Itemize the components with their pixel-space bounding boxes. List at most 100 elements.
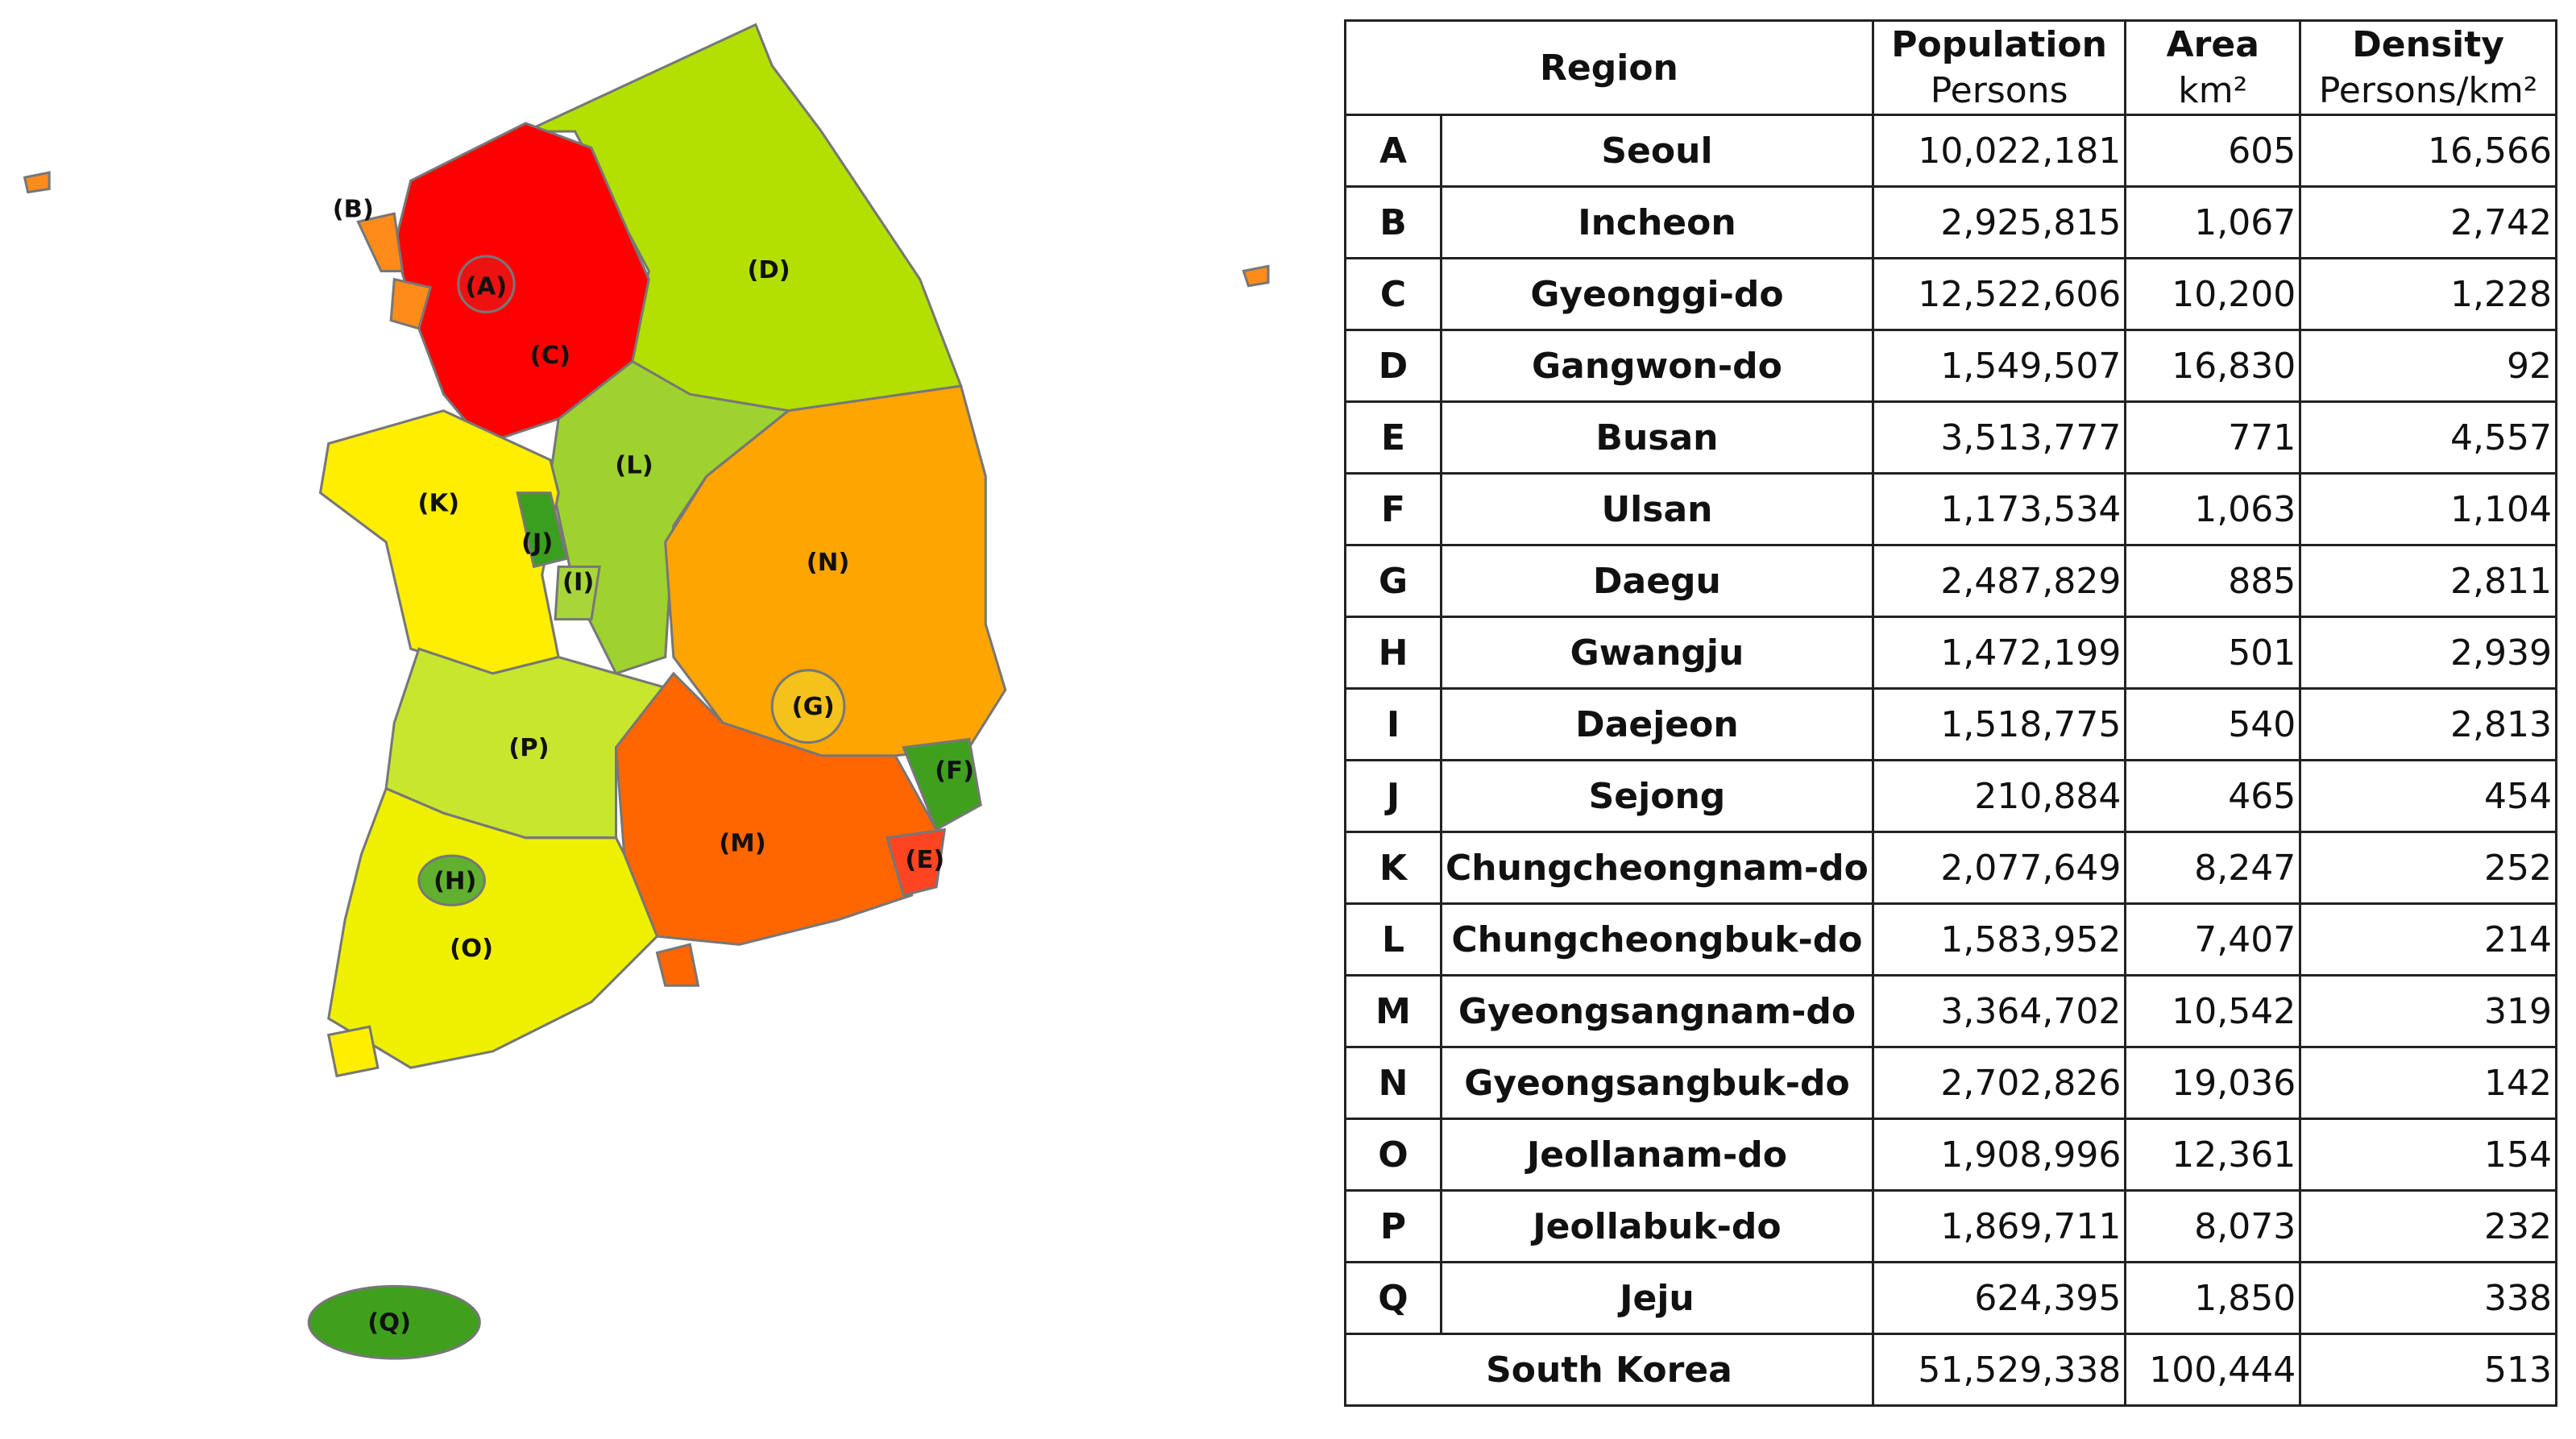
table-row: A Seoul 10,022,181 605 16,566 (1344, 114, 2557, 188)
table-cell: 2,811 (2299, 544, 2557, 618)
table-cell: 771 (2124, 400, 2302, 475)
table-cell: 2,702,826 (1871, 1046, 2127, 1120)
table-cell: 19,036 (2124, 1046, 2302, 1120)
region-label: (G) (792, 693, 835, 721)
table-cell: 2,925,815 (1871, 185, 2127, 259)
table-cell: 51,529,338 (1871, 1333, 2127, 1407)
table-cell: Jeju (1440, 1261, 1874, 1335)
table-row: F Ulsan 1,173,534 1,063 1,104 (1344, 472, 2557, 546)
table-cell: 2,939 (2299, 616, 2557, 690)
table-cell: 624,395 (1871, 1261, 2127, 1335)
table-cell: 92 (2299, 329, 2557, 403)
table-row: D Gangwon-do 1,549,507 16,830 92 (1344, 329, 2557, 403)
region-label: (F) (935, 757, 974, 786)
table-cell: 16,566 (2299, 114, 2557, 188)
region-label: (O) (450, 935, 493, 963)
table-cell: 885 (2124, 544, 2302, 618)
region-h (417, 854, 486, 906)
table-cell: Ulsan (1440, 472, 1874, 546)
region-label: (H) (433, 867, 477, 895)
region-label: (N) (807, 549, 850, 577)
table-cell: 513 (2299, 1333, 2557, 1407)
table-cell: Chungcheongbuk-do (1440, 902, 1874, 977)
region-e (885, 827, 947, 897)
region-label: (Q) (367, 1309, 411, 1337)
table-row: M Gyeongsangnam-do 3,364,702 10,542 319 (1344, 974, 2557, 1048)
table-cell: 501 (2124, 616, 2302, 690)
table-cell: 1,869,711 (1871, 1189, 2127, 1263)
table-row: J Sejong 210,884 465 454 (1344, 759, 2557, 833)
table-cell: 605 (2124, 114, 2302, 188)
table-cell: 1,518,775 (1871, 687, 2127, 761)
table-cell: 214 (2299, 902, 2557, 977)
table-cell: Seoul (1440, 114, 1874, 188)
island (655, 943, 700, 987)
table-cell: 338 (2299, 1261, 2557, 1335)
header-cell: Population (1871, 19, 2127, 67)
table-cell: 465 (2124, 759, 2302, 833)
table-cell: J (1344, 759, 1442, 833)
table-cell: 154 (2299, 1118, 2557, 1192)
table-cell: 3,513,777 (1871, 400, 2127, 475)
region-a (457, 255, 516, 313)
table-cell: Daejeon (1440, 687, 1874, 761)
table-cell: 540 (2124, 687, 2302, 761)
table-cell: 12,361 (2124, 1118, 2302, 1192)
table-cell: 1,067 (2124, 185, 2302, 259)
table-cell: Gangwon-do (1440, 329, 1874, 403)
region-label: (A) (466, 272, 508, 301)
table-row: C Gyeonggi-do 12,522,606 10,200 1,228 (1344, 257, 2557, 331)
region-label: (M) (719, 829, 765, 857)
table-cell: 454 (2299, 759, 2557, 833)
table-cell: 4,557 (2299, 400, 2557, 475)
table-cell: Sejong (1440, 759, 1874, 833)
table-cell: N (1344, 1046, 1442, 1120)
unit-cell: Persons/km² (2299, 67, 2557, 116)
table-cell: 8,073 (2124, 1189, 2302, 1263)
table-cell: Gyeongsangbuk-do (1440, 1046, 1874, 1120)
table-cell: 10,022,181 (1871, 114, 2127, 188)
region-o (327, 786, 659, 1069)
region-label: (D) (747, 256, 790, 284)
region-m (614, 671, 938, 946)
table-row: B Incheon 2,925,815 1,067 2,742 (1344, 185, 2557, 259)
table-cell: 10,200 (2124, 257, 2302, 331)
table-cell: Jeollanam-do (1440, 1118, 1874, 1192)
table-cell: Jeollabuk-do (1440, 1189, 1874, 1263)
table-cell: O (1344, 1118, 1442, 1192)
table-cell: K (1344, 831, 1442, 905)
table-cell: 142 (2299, 1046, 2557, 1120)
region-p (384, 647, 676, 840)
region-i (554, 565, 601, 621)
table-cell: 252 (2299, 831, 2557, 905)
region-label: (I) (562, 568, 594, 596)
table-row: K Chungcheongnam-do 2,077,649 8,247 252 (1344, 831, 2557, 905)
table-cell: 2,487,829 (1871, 544, 2127, 618)
total-row: South Korea 51,529,338 100,444 513 (1344, 1333, 2557, 1407)
table-cell: 1,173,534 (1871, 472, 2127, 546)
region-label: (P) (508, 734, 549, 762)
table-row: P Jeollabuk-do 1,869,711 8,073 232 (1344, 1189, 2557, 1263)
region-g (770, 669, 846, 744)
region-label: (E) (905, 846, 944, 874)
header-cell: Region (1344, 19, 1874, 116)
island (326, 1025, 380, 1078)
island (1242, 264, 1270, 288)
region-label: (J) (521, 529, 553, 557)
region-l (549, 359, 792, 675)
table-cell: G (1344, 544, 1442, 618)
table-row: E Busan 3,513,777 771 4,557 (1344, 400, 2557, 475)
table-cell: P (1344, 1189, 1442, 1263)
table-cell: L (1344, 902, 1442, 977)
table-cell: Gwangju (1440, 616, 1874, 690)
table-cell: Chungcheongnam-do (1440, 831, 1874, 905)
header-cell: Density (2299, 19, 2557, 67)
table-cell: Gyeongsangnam-do (1440, 974, 1874, 1048)
table-cell: South Korea (1344, 1333, 1874, 1407)
table-cell: Gyeonggi-do (1440, 257, 1874, 331)
table-cell: 100,444 (2124, 1333, 2302, 1407)
table-row: L Chungcheongbuk-do 1,583,952 7,407 214 (1344, 902, 2557, 977)
table-cell: E (1344, 400, 1442, 475)
table-row: Q Jeju 624,395 1,850 338 (1344, 1261, 2557, 1335)
